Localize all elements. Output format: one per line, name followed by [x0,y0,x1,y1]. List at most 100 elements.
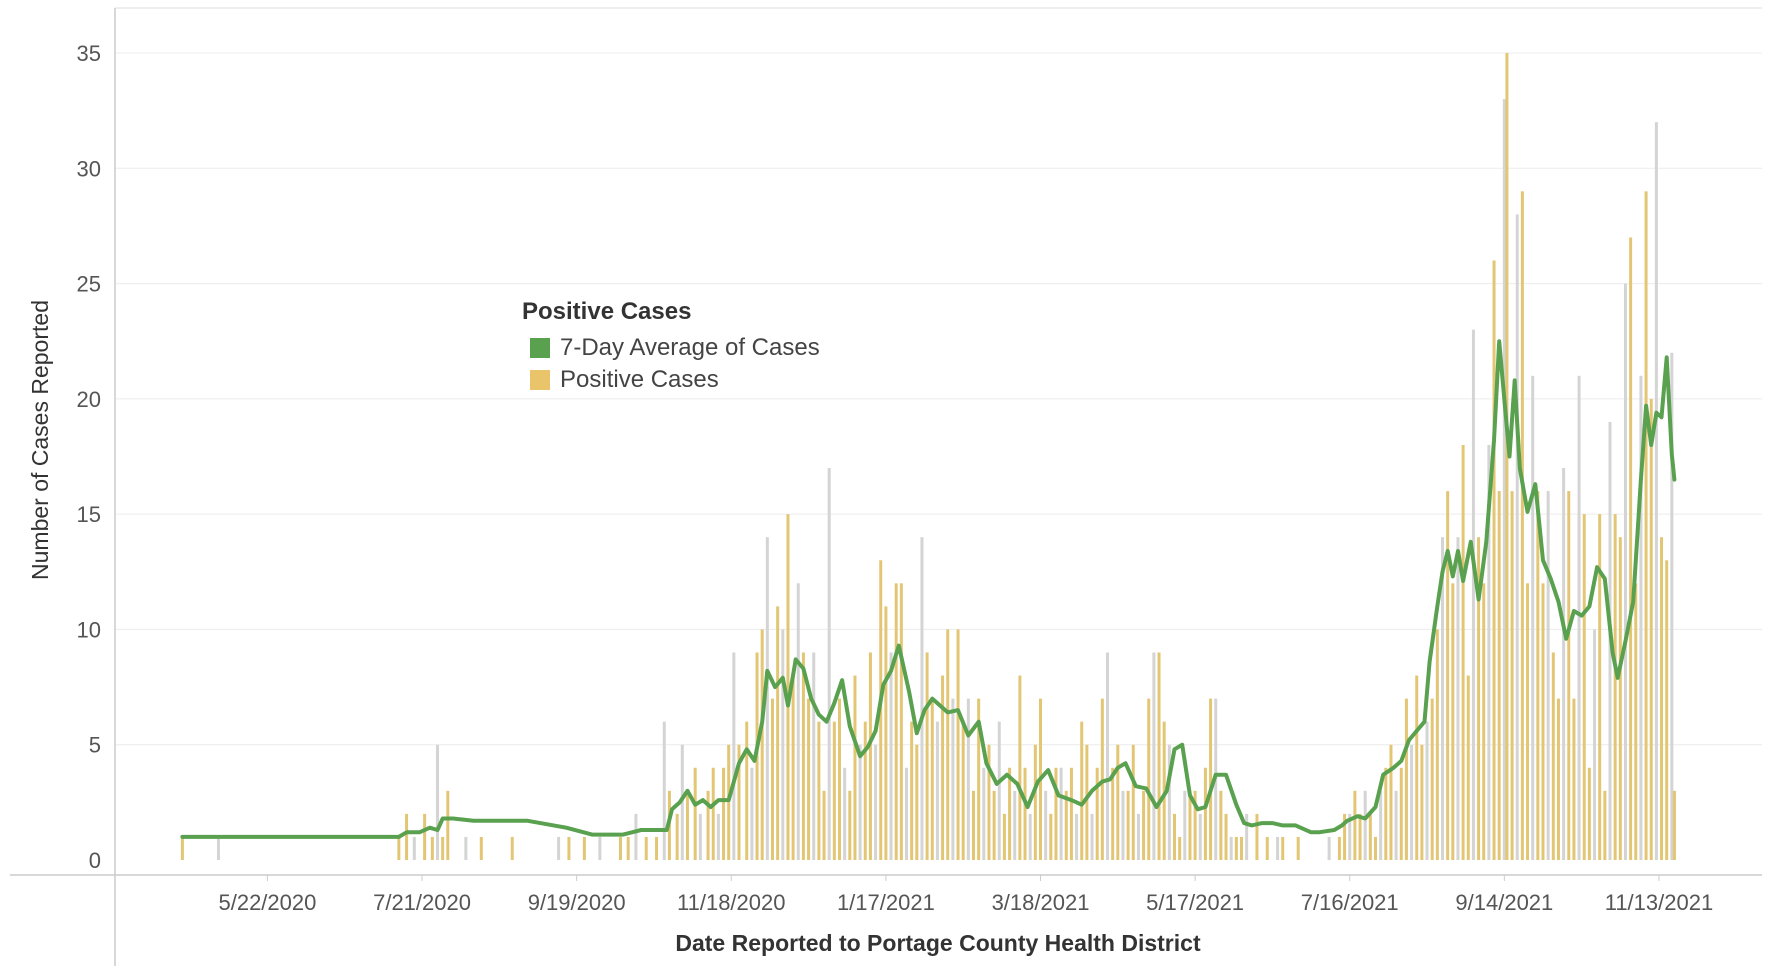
bar[interactable] [997,721,1001,860]
bar[interactable] [737,744,741,860]
bar[interactable] [430,836,434,860]
average-line[interactable] [180,339,1677,839]
bar[interactable] [1551,652,1555,860]
bar[interactable] [1198,813,1202,860]
legend-item-average[interactable]: 7-Day Average of Cases [522,332,820,364]
bar[interactable] [644,836,648,860]
bar[interactable] [905,767,908,860]
bar[interactable] [1049,813,1053,860]
bar[interactable] [1343,813,1347,860]
bar[interactable] [423,813,427,860]
bar[interactable] [848,790,852,860]
bar[interactable] [1157,652,1161,860]
bar[interactable] [1183,790,1187,860]
bar[interactable] [693,767,697,860]
bar[interactable] [1116,744,1120,860]
bar[interactable] [745,721,749,860]
bar[interactable] [1410,744,1414,860]
bar[interactable] [982,767,986,860]
bar[interactable] [1018,675,1022,860]
bar[interactable] [1613,514,1617,860]
bar[interactable] [1044,790,1048,860]
bar[interactable] [894,583,898,860]
bar[interactable] [1526,583,1530,860]
bar[interactable] [1106,652,1109,860]
bar[interactable] [925,652,929,860]
bar[interactable] [1203,767,1207,860]
bar[interactable] [1368,813,1372,860]
bar[interactable] [1229,836,1233,860]
bar[interactable] [874,744,878,860]
bar[interactable] [1492,260,1496,860]
bar[interactable] [1002,813,1006,860]
bar[interactable] [838,698,841,860]
bar[interactable] [1353,790,1357,860]
bar[interactable] [1033,744,1037,860]
bar[interactable] [1466,675,1470,860]
bar[interactable] [941,675,945,860]
bar[interactable] [446,790,450,860]
bar[interactable] [1644,191,1648,861]
bar[interactable] [1623,283,1627,861]
bar[interactable] [180,836,184,860]
bar[interactable] [1147,698,1151,860]
bar[interactable] [868,652,872,860]
bar[interactable] [1296,836,1300,860]
bar[interactable] [1618,537,1622,860]
bar[interactable] [853,675,857,860]
bar[interactable] [1536,491,1540,860]
bar[interactable] [1080,721,1084,860]
bar[interactable] [1358,813,1362,860]
bar[interactable] [1430,698,1434,860]
bar[interactable] [1121,790,1125,860]
bar[interactable] [935,721,939,860]
bar[interactable] [977,698,981,860]
bar[interactable] [951,698,955,860]
bar[interactable] [1587,767,1591,860]
bar[interactable] [858,744,862,860]
bar[interactable] [972,790,975,860]
bar[interactable] [618,836,622,860]
bar[interactable] [807,698,811,860]
bar[interactable] [722,767,726,860]
bar[interactable] [1562,468,1566,860]
bar[interactable] [946,629,950,860]
bar[interactable] [1456,537,1460,860]
bar[interactable] [1152,652,1156,860]
bar[interactable] [791,675,795,860]
bar[interactable] [1374,836,1377,860]
bar[interactable] [889,652,893,860]
bar[interactable] [1665,560,1669,860]
bar[interactable] [1649,398,1653,860]
bar[interactable] [776,606,780,860]
bar[interactable] [1582,514,1586,860]
bar[interactable] [1446,491,1450,860]
bar[interactable] [216,836,220,860]
bar[interactable] [685,790,689,860]
bar[interactable] [765,537,769,860]
bar[interactable] [1598,514,1602,860]
bar[interactable] [479,836,483,860]
bar[interactable] [786,514,790,860]
bar[interactable] [1567,491,1571,860]
bar[interactable] [1654,122,1658,860]
bar[interactable] [817,721,821,860]
bar[interactable] [1095,767,1099,860]
bar[interactable] [567,836,571,860]
bar[interactable] [910,721,914,860]
bar[interactable] [1531,375,1535,860]
bar[interactable] [1111,767,1115,860]
bar[interactable] [1090,813,1094,860]
bar[interactable] [920,537,924,860]
bar[interactable] [716,813,720,860]
bar[interactable] [662,721,666,860]
bar[interactable] [1059,767,1063,860]
bar[interactable] [863,721,867,860]
legend-item-positive[interactable]: Positive Cases [522,364,820,396]
bar[interactable] [961,721,965,860]
bar[interactable] [1245,813,1249,860]
bar[interactable] [1487,444,1491,860]
bar[interactable] [1348,813,1352,860]
bar[interactable] [771,698,774,860]
bar[interactable] [1672,790,1676,860]
